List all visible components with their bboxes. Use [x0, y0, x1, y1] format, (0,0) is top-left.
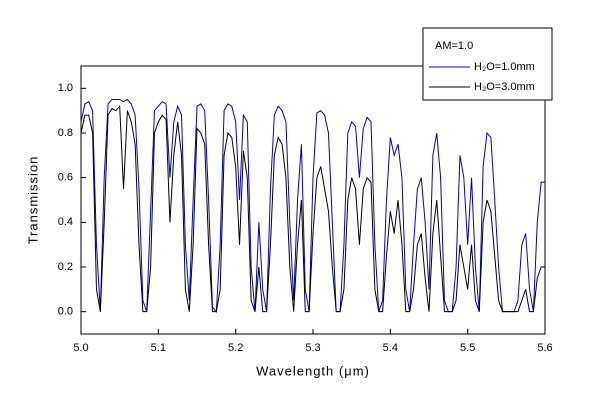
y-tick-label: 1.0 — [58, 82, 73, 94]
y-tick-label: 0.2 — [58, 261, 73, 273]
x-tick-label: 5.2 — [228, 342, 243, 354]
y-axis-title: Transmission — [25, 156, 40, 245]
y-tick-label: 0.0 — [58, 306, 73, 318]
x-tick-label: 5.3 — [305, 342, 320, 354]
y-tick-label: 0.8 — [58, 127, 73, 139]
legend-title: AM=1.0 — [435, 40, 473, 52]
x-tick-label: 5.0 — [73, 342, 88, 354]
legend-box — [422, 27, 553, 101]
x-tick-label: 5.6 — [537, 342, 552, 354]
series-line — [80, 98, 545, 313]
y-tick-label: 0.4 — [58, 216, 73, 228]
x-axis-title: Wavelength (μm) — [256, 363, 370, 378]
x-tick-label: 5.5 — [460, 342, 475, 354]
series-line — [80, 104, 545, 313]
legend-label: H₂O=1.0mm — [474, 61, 535, 73]
x-tick-label: 5.4 — [383, 342, 398, 354]
legend-label: H₂O=3.0mm — [474, 81, 535, 93]
y-tick-label: 0.6 — [58, 172, 73, 184]
x-tick-label: 5.1 — [151, 342, 166, 354]
